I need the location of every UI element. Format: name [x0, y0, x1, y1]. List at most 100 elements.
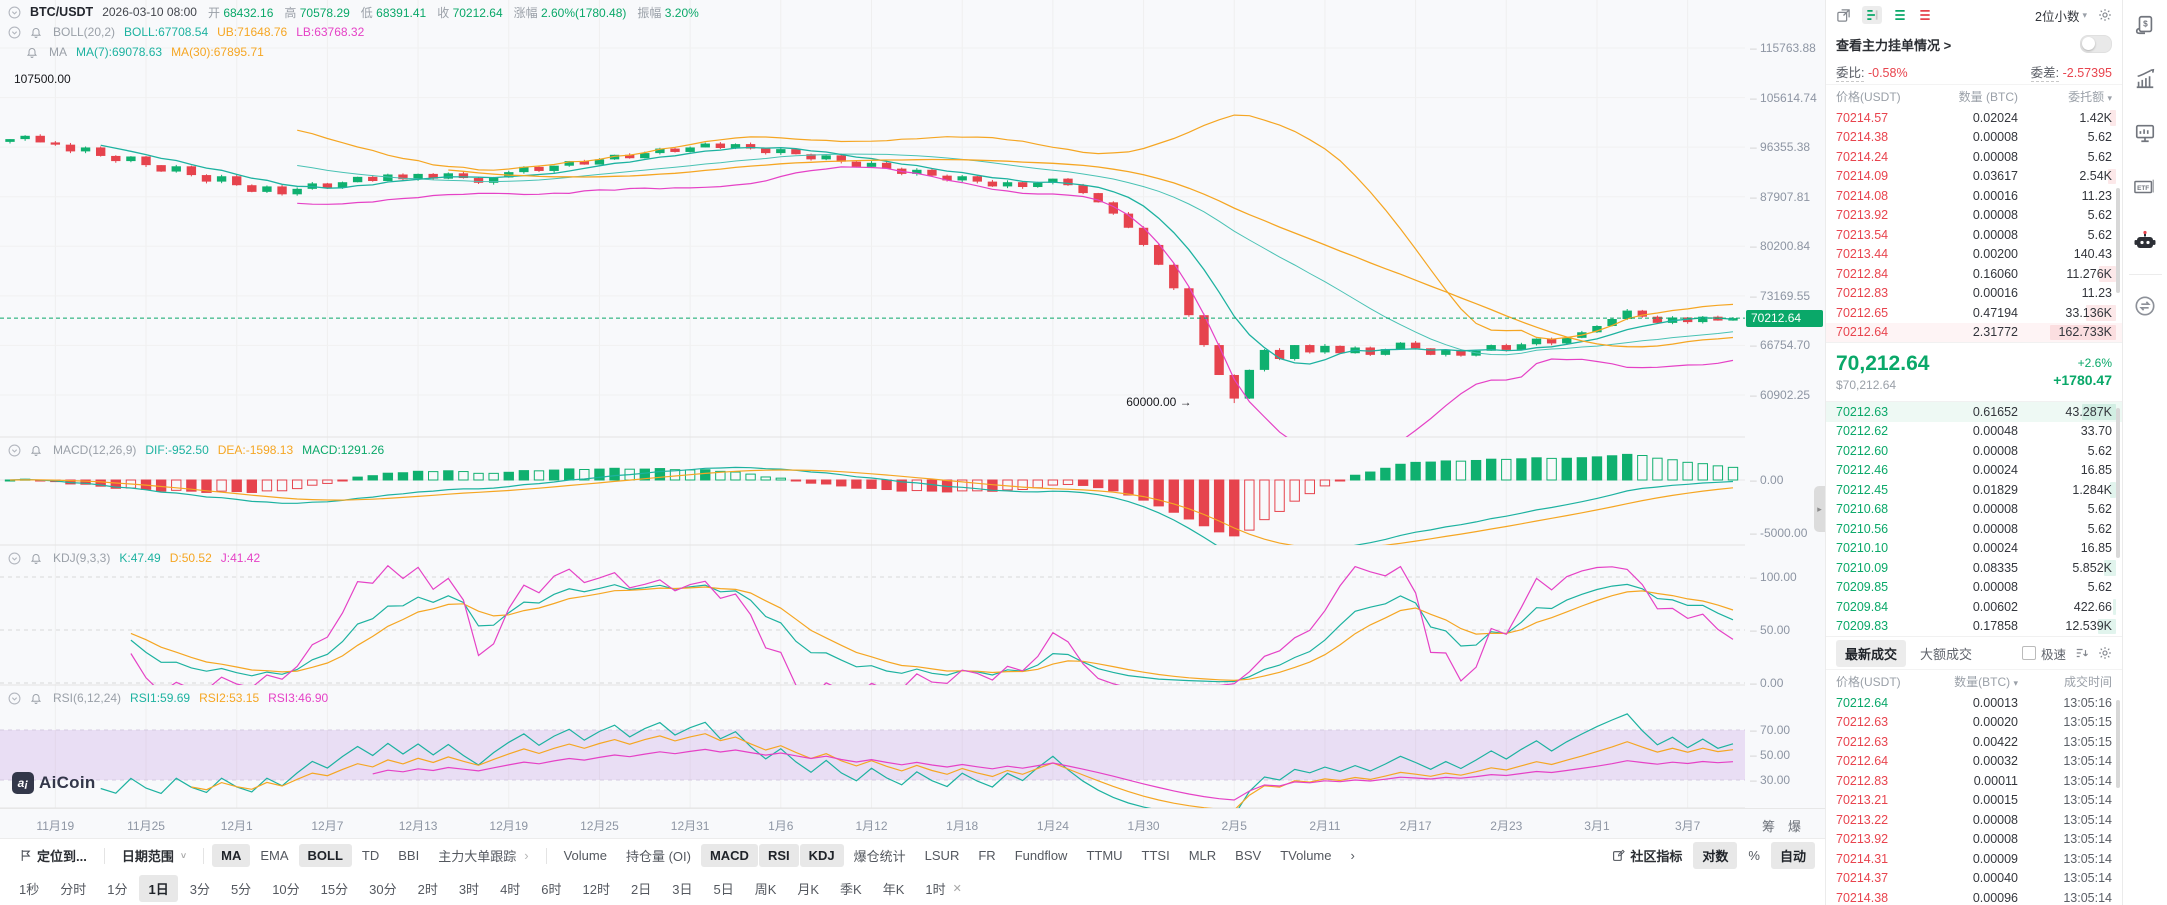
toolbar-item-%[interactable]: % [1748, 848, 1760, 863]
bid-row[interactable]: 70212.45 0.01829 1.284K [1826, 480, 2122, 500]
ask-row[interactable]: 70214.24 0.00008 5.62 [1826, 147, 2122, 167]
bid-row[interactable]: 70209.84 0.00602 422.66 [1826, 597, 2122, 617]
toolbar-item-TD[interactable]: TD [361, 848, 380, 863]
bid-row[interactable]: 70212.62 0.00048 33.70 [1826, 422, 2122, 442]
trade-row[interactable]: 70212.63 0.00020 13:05:15 [1826, 713, 2122, 733]
toolbar-item-EMA[interactable]: EMA [260, 848, 289, 863]
alert-bell-icon[interactable] [30, 692, 42, 704]
trend-icon[interactable] [2132, 66, 2158, 92]
toolbar-item-MACD[interactable]: MACD [700, 844, 758, 867]
toolbar-item-LSUR[interactable]: LSUR [924, 848, 960, 863]
depth-buy-icon[interactable] [1893, 8, 1907, 22]
trade-row[interactable]: 70213.92 0.00008 13:05:14 [1826, 830, 2122, 850]
ask-row[interactable]: 70213.92 0.00008 5.62 [1826, 206, 2122, 226]
timeframe-3时[interactable]: 3时 [458, 882, 480, 897]
fund-icon[interactable]: $ [2132, 12, 2158, 38]
chart-tool-爆[interactable]: 爆 [1788, 819, 1802, 834]
main-orders-link[interactable]: 查看主力挂单情况 > [1836, 37, 1952, 53]
collapse-kdj-icon[interactable] [8, 552, 21, 565]
timeframe-年K[interactable]: 年K [882, 882, 905, 897]
collapse-macd-icon[interactable] [8, 444, 21, 457]
decimals-dropdown[interactable]: 2位小数 ▾ [2035, 9, 2087, 24]
ask-row[interactable]: 70212.65 0.47194 33.136K [1826, 303, 2122, 323]
trades-settings-icon[interactable] [2098, 646, 2112, 660]
alert-bell-icon[interactable] [30, 552, 42, 564]
toolbar-item-MLR[interactable]: MLR [1188, 848, 1217, 863]
toolbar-item-定位到...[interactable]: 定位到... [10, 842, 96, 869]
toolbar-item-TTMU[interactable]: TTMU [1086, 848, 1123, 863]
timeframe-5日[interactable]: 5日 [713, 882, 734, 897]
trade-row[interactable]: 70214.37 0.00040 13:05:14 [1826, 869, 2122, 889]
toolbar-item-持仓量 (OI)[interactable]: 持仓量 (OI) [625, 849, 691, 864]
timeframe-5分[interactable]: 5分 [230, 882, 252, 897]
ask-row[interactable]: 70212.64 2.31772 162.733K [1826, 322, 2122, 342]
timeframe-2日[interactable]: 2日 [631, 882, 652, 897]
bid-row[interactable]: 70209.83 0.17858 12.539K [1826, 617, 2122, 637]
sort-icon[interactable] [2075, 646, 2089, 660]
kline-canvas[interactable] [0, 0, 1745, 838]
toolbar-item-TVolume[interactable]: TVolume [1280, 848, 1332, 863]
trade-row[interactable]: 70213.21 0.00015 13:05:14 [1826, 791, 2122, 811]
trade-row[interactable]: 70214.31 0.00009 13:05:14 [1826, 849, 2122, 869]
timeframe-1分[interactable]: 1分 [107, 882, 128, 897]
ask-row[interactable]: 70214.57 0.02024 1.42K [1826, 108, 2122, 128]
collapse-rsi-icon[interactable] [8, 692, 21, 705]
toolbar-item-KDJ[interactable]: KDJ [799, 844, 844, 867]
monitor-icon[interactable] [2132, 120, 2158, 146]
toolbar-item-›[interactable]: › [1350, 848, 1355, 863]
amount-sort[interactable]: 委托额 ▾ [2068, 90, 2112, 104]
trade-row[interactable]: 70212.64 0.00032 13:05:14 [1826, 752, 2122, 772]
timeframe-月K[interactable]: 月K [797, 882, 820, 897]
ask-row[interactable]: 70212.83 0.00016 11.23 [1826, 284, 2122, 304]
trade-row[interactable]: 70213.22 0.00008 13:05:14 [1826, 810, 2122, 830]
timeframe-2时[interactable]: 2时 [417, 882, 438, 897]
toolbar-item-自动[interactable]: 自动 [1770, 842, 1815, 869]
etf-icon[interactable]: ETF [2132, 174, 2158, 200]
timeframe-周K[interactable]: 周K [754, 882, 777, 897]
depth-all-icon[interactable] [1862, 6, 1882, 24]
timeframe-3分[interactable]: 3分 [189, 882, 210, 897]
toolbar-item-TTSI[interactable]: TTSI [1141, 848, 1170, 863]
timeframe-1秒[interactable]: 1秒 [19, 882, 40, 897]
bid-row[interactable]: 70212.46 0.00024 16.85 [1826, 461, 2122, 481]
bid-row[interactable]: 70209.85 0.00008 5.62 [1826, 578, 2122, 598]
fast-mode-checkbox[interactable] [2021, 646, 2036, 660]
timeframe-3日[interactable]: 3日 [672, 882, 693, 897]
ask-row[interactable]: 70214.09 0.03617 2.54K [1826, 167, 2122, 187]
bid-row[interactable]: 70210.56 0.00008 5.62 [1826, 519, 2122, 539]
timeframe-10分[interactable]: 10分 [272, 882, 300, 897]
main-orders-toggle[interactable] [2080, 35, 2112, 53]
toolbar-item-MA[interactable]: MA [212, 844, 251, 867]
bid-row[interactable]: 70212.60 0.00008 5.62 [1826, 441, 2122, 461]
trade-row[interactable]: 70212.83 0.00011 13:05:14 [1826, 771, 2122, 791]
trade-row[interactable]: 70212.63 0.00422 13:05:15 [1826, 732, 2122, 752]
chart-area[interactable]: BTC/USDT 2026-03-10 08:00 开 68432.16 高 7… [0, 0, 1825, 839]
ask-row[interactable]: 70212.84 0.16060 11.276K [1826, 264, 2122, 284]
timeframe-季K[interactable]: 季K [840, 882, 862, 897]
panel-collapse-handle[interactable]: ▸ [1814, 486, 1825, 532]
trade-row[interactable]: 70212.64 0.00013 13:05:16 [1826, 693, 2122, 713]
bids-scrollbar[interactable] [2116, 408, 2120, 558]
toolbar-item-BSV[interactable]: BSV [1235, 848, 1262, 863]
settings-icon[interactable] [2098, 8, 2112, 22]
bid-row[interactable]: 70210.09 0.08335 5.852K [1826, 558, 2122, 578]
toolbar-item-FR[interactable]: FR [978, 848, 996, 863]
alert-bell-icon[interactable] [26, 46, 38, 58]
toolbar-item-BOLL[interactable]: BOLL [298, 844, 352, 867]
timeframe-12时[interactable]: 12时 [582, 882, 610, 897]
toolbar-item-对数[interactable]: 对数 [1693, 842, 1738, 869]
bid-row[interactable]: 70212.63 0.61652 43.287K [1826, 402, 2122, 422]
collapse-main-icon[interactable] [8, 6, 21, 19]
tab-large-trades[interactable]: 大额成交 [1920, 646, 1973, 662]
qty-sort[interactable]: 数量(BTC) ▾ [1954, 675, 2018, 689]
timeframe-1日[interactable]: 1日 [139, 875, 178, 902]
timeframe-6时[interactable]: 6时 [541, 882, 562, 897]
toolbar-item-BBI[interactable]: BBI [398, 848, 420, 863]
asks-scrollbar[interactable] [2116, 188, 2120, 293]
toolbar-item-Fundflow[interactable]: Fundflow [1014, 848, 1068, 863]
ask-row[interactable]: 70213.44 0.00200 140.43 [1826, 245, 2122, 265]
remove-timeframe-icon[interactable]: ✕ [952, 883, 962, 895]
trade-row[interactable]: 70214.38 0.00096 13:05:14 [1826, 888, 2122, 905]
robot-icon[interactable] [2132, 228, 2158, 254]
bid-row[interactable]: 70210.10 0.00024 16.85 [1826, 539, 2122, 559]
